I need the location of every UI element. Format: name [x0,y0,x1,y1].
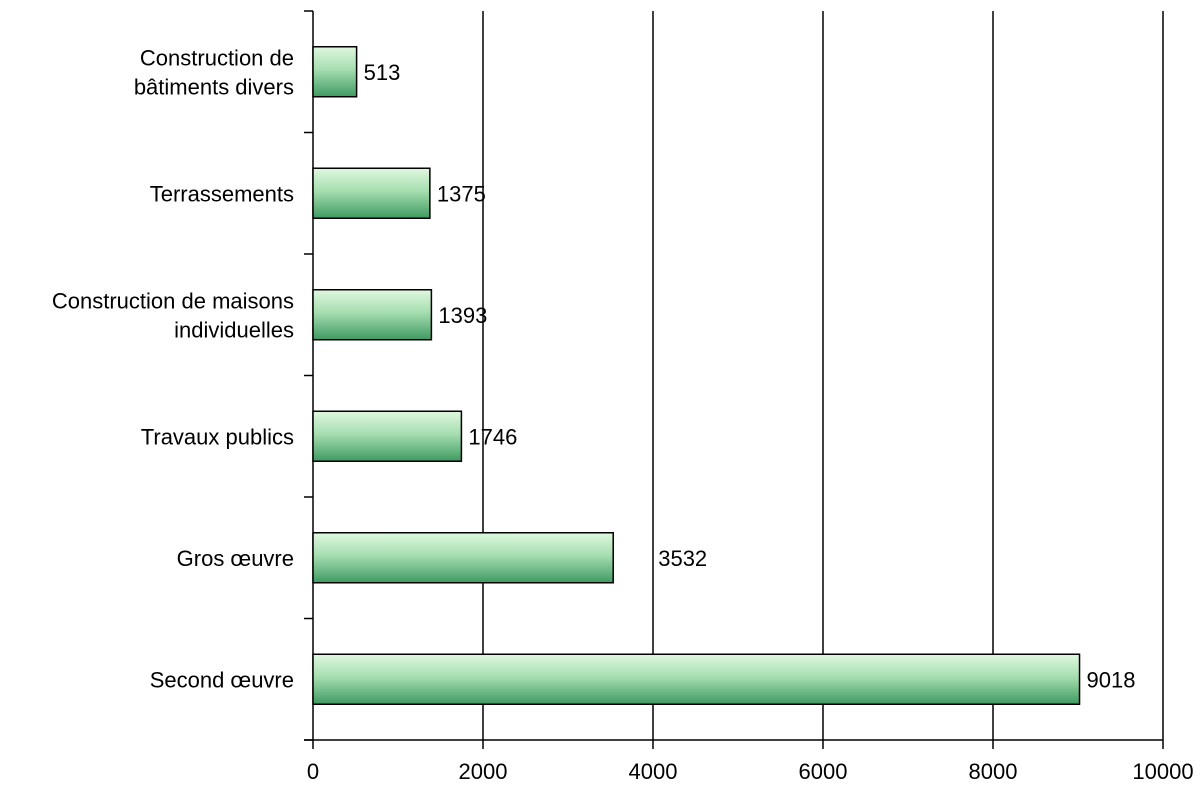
bar [312,46,358,98]
bar [312,289,433,341]
data-label: 513 [364,60,401,85]
bar [312,653,1081,705]
data-label: 3532 [658,546,707,571]
bar [312,167,431,219]
bar [312,410,463,462]
x-tick-label: 6000 [799,759,848,784]
data-label: 1375 [437,181,486,206]
data-label: 9018 [1087,667,1136,692]
category-label: bâtiments divers [134,74,294,99]
x-tick-label: 0 [307,759,319,784]
category-label: Construction de [140,45,294,70]
x-tick-label: 8000 [969,759,1018,784]
bar [312,532,614,584]
plot-area: 0 2000 4000 6000 8000 10000 Construction de bât… [52,10,1194,784]
x-tick-label: 10000 [1132,759,1193,784]
category-label: Second œuvre [150,667,294,692]
category-label: Terrassements [150,181,294,206]
category-label: Travaux publics [141,424,294,449]
category-label: Gros œuvre [177,546,294,571]
category-label: Construction de maisons [52,288,294,313]
x-tick-label: 2000 [459,759,508,784]
category-label: individuelles [174,317,294,342]
x-tick-label: 4000 [629,759,678,784]
data-label: 1746 [468,424,517,449]
data-label: 1393 [438,303,487,328]
